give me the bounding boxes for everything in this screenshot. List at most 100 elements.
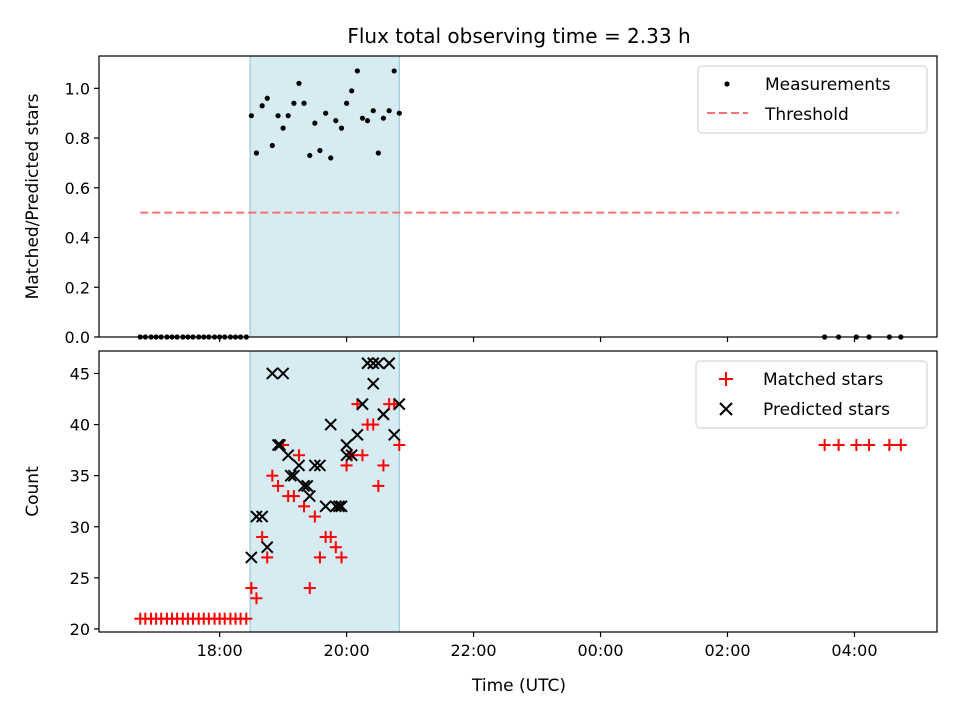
matched-star-point (245, 582, 258, 595)
matched-star-point (335, 551, 348, 564)
measurement-point (354, 68, 360, 74)
legend-label-predicted: Predicted stars (763, 400, 890, 420)
predicted-star-point (332, 500, 346, 513)
matched-star-point (883, 439, 896, 452)
legend-label-threshold: Threshold (764, 105, 849, 125)
predicted-star-point (276, 367, 290, 380)
predicted-star-point (245, 551, 258, 564)
predicted-star-point (303, 489, 316, 503)
x-axis-label: Time (UTC) (471, 676, 566, 696)
y-tick-label: 0.8 (65, 129, 90, 148)
top-y-axis-label: Matched/Predicted stars (23, 93, 43, 299)
x-tick-label: 00:00 (577, 641, 623, 660)
predicted-star-point (284, 469, 297, 482)
measurement-point (312, 120, 318, 126)
measurement-point (285, 113, 291, 119)
predicted-star-point (273, 438, 287, 452)
matched-star-point (292, 449, 305, 462)
measurement-point (269, 142, 275, 149)
bottom-y-axis-label: Count (23, 466, 43, 517)
matched-star-point (377, 459, 390, 472)
predicted-star-point (372, 357, 385, 370)
measurement-point (338, 125, 345, 131)
measurement-point (323, 110, 329, 116)
y-tick-label: 1.0 (65, 79, 90, 98)
matched-star-point (298, 500, 311, 513)
x-tick-label: 18:00 (197, 641, 243, 660)
matched-star-point (329, 541, 342, 554)
top-highlight-span (249, 55, 400, 338)
x-tick-label: 22:00 (451, 641, 497, 660)
top-plot-frame (98, 55, 938, 338)
y-tick-label: 0.0 (65, 328, 90, 347)
predicted-star-point (308, 459, 322, 472)
predicted-star-point (361, 357, 374, 370)
measurement-point (264, 95, 270, 101)
predicted-star-point (351, 428, 364, 441)
measurement-point (275, 113, 281, 119)
matched-star-point (863, 439, 876, 452)
measurement-point (380, 115, 387, 121)
matched-star-point (272, 479, 285, 492)
legend-x-icon (719, 402, 733, 416)
matched-star-point (894, 439, 907, 452)
measurement-point (317, 147, 323, 154)
matched-star-point (266, 469, 279, 482)
measurement-point (307, 152, 313, 159)
predicted-star-point (271, 438, 285, 452)
predicted-star-point (261, 540, 274, 554)
x-tick-label: 02:00 (704, 641, 750, 660)
measurement-point (364, 118, 371, 124)
measurement-point (370, 108, 376, 114)
bottom-legend: Matched stars Predicted stars (695, 360, 928, 429)
matched-star-point (367, 418, 380, 431)
legend-label-measurements: Measurements (765, 75, 891, 95)
predicted-star-point (387, 428, 401, 441)
matched-star-point (356, 449, 369, 462)
matched-star-point (850, 439, 863, 452)
predicted-star-point (393, 397, 406, 411)
top-legend-box (697, 65, 928, 134)
measurement-point (253, 150, 260, 156)
x-tick-label: 04:00 (831, 641, 877, 660)
measurement-point (301, 100, 307, 106)
y-tick-label: 25 (70, 569, 90, 588)
bottom-highlight-span (249, 350, 400, 633)
matched-star-point (240, 612, 253, 625)
matched-star-point (261, 551, 274, 564)
predicted-star-point (329, 500, 343, 513)
top-legend: Measurements Threshold (697, 65, 928, 134)
matched-star-point (256, 530, 269, 543)
predicted-star-point (301, 479, 314, 493)
predicted-star-point (255, 510, 269, 523)
predicted-star-point (297, 479, 311, 493)
matched-star-point (393, 439, 406, 452)
bottom-legend-box (695, 360, 928, 429)
measurement-point (396, 110, 402, 116)
count-panel: 18:00 20:00 22:00 00:00 02:00 04:00 20 25 30 35 40… (23, 350, 938, 696)
predicted-star-point (367, 377, 380, 390)
predicted-star-point (367, 357, 380, 370)
measurement-point (391, 68, 397, 74)
predicted-star-point (319, 500, 332, 513)
measurement-point (259, 103, 265, 109)
predicted-star-point (287, 469, 301, 482)
predicted-star-point (345, 449, 358, 462)
chart-title: Flux total observing time = 2.33 h (347, 24, 690, 48)
predicted-star-point (377, 408, 390, 421)
measurement-point (349, 88, 355, 94)
bottom-axis-ticks: 18:00 20:00 22:00 00:00 02:00 04:00 20 25 30 35 40… (70, 364, 878, 660)
predicted-star-point (324, 418, 337, 431)
predicted-star-points (245, 357, 406, 564)
matched-star-points (134, 398, 907, 625)
matched-star-point (250, 592, 263, 605)
x-tick-label: 20:00 (324, 641, 370, 660)
predicted-star-point (335, 500, 348, 513)
y-tick-label: 40 (70, 416, 90, 435)
measurement-point (375, 150, 381, 156)
matched-star-point (340, 459, 353, 472)
predicted-star-point (313, 459, 327, 472)
measurement-point (248, 113, 254, 119)
matched-star-point (287, 490, 300, 503)
